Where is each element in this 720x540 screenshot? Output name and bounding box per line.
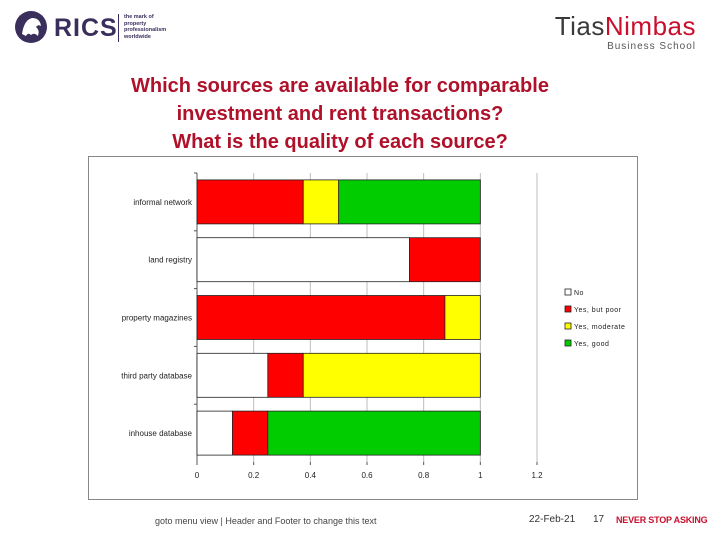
- x-tick-label: 0: [195, 471, 200, 480]
- bar-segment: [444, 295, 481, 340]
- legend-swatch: [564, 305, 572, 313]
- rics-logo-text: RICS: [54, 14, 118, 42]
- legend-box: [561, 285, 629, 355]
- tias-logo-subtitle: Business School: [607, 41, 696, 52]
- category-label: land registry: [148, 256, 192, 265]
- category-label: informal network: [133, 198, 193, 207]
- rics-lion-icon: [15, 11, 47, 43]
- footer-date: 22-Feb-21: [529, 514, 576, 525]
- title-line-2: investment and rent transactions?: [176, 103, 504, 125]
- x-tick-label: 0.6: [361, 471, 373, 480]
- title-line-3: What is the quality of each source?: [172, 131, 508, 153]
- page-number: 17: [593, 514, 605, 525]
- legend-swatch: [564, 322, 572, 330]
- bar-segment: [267, 410, 481, 456]
- bar-segment: [196, 352, 269, 398]
- footer-text: goto menu view | Header and Footer to ch…: [155, 516, 377, 526]
- legend-swatch: [564, 288, 572, 296]
- rics-logo: RICS the mark of property professionalis…: [14, 10, 166, 44]
- rics-separator: [118, 14, 119, 42]
- category-label: inhouse database: [129, 429, 193, 438]
- bar-segment: [196, 295, 446, 340]
- bar-segment: [302, 179, 340, 225]
- tias-logo-text-b: Nimbas: [604, 11, 696, 41]
- bar-segment: [196, 179, 304, 225]
- legend-label: Yes, good: [574, 341, 609, 348]
- bar-segment: [267, 352, 304, 398]
- title-line-1: Which sources are available for comparab…: [131, 75, 549, 97]
- legend-swatch: [564, 339, 572, 347]
- bar-segment: [338, 179, 481, 225]
- category-label: third party database: [121, 371, 192, 380]
- bar-segment: [409, 237, 481, 283]
- bar-segment: [196, 410, 233, 456]
- slide-title: Which sources are available for comparab…: [60, 72, 620, 156]
- rics-tagline: the mark of property professionalism wor…: [124, 14, 167, 40]
- x-tick-label: 0.2: [248, 471, 260, 480]
- legend-label: Yes, but poor: [574, 307, 622, 314]
- legend-label: Yes, moderate: [574, 324, 625, 331]
- tias-nimbas-logo: TiasNimbas Business School: [555, 12, 696, 52]
- tias-logo-text-a: Tias: [554, 11, 605, 41]
- category-label: property magazines: [122, 314, 192, 323]
- footer-slogan: NEVER STOP ASKING: [616, 515, 708, 525]
- bar-segment: [196, 237, 410, 283]
- x-tick-label: 1.2: [531, 471, 543, 480]
- x-tick-label: 0.8: [418, 471, 430, 480]
- x-tick-label: 1: [478, 471, 483, 480]
- legend-label: No: [574, 290, 584, 297]
- tias-logo-text: TiasNimbas: [555, 12, 696, 40]
- x-tick-label: 0.4: [305, 471, 317, 480]
- bar-segment: [302, 352, 481, 398]
- bar-segment: [232, 410, 269, 456]
